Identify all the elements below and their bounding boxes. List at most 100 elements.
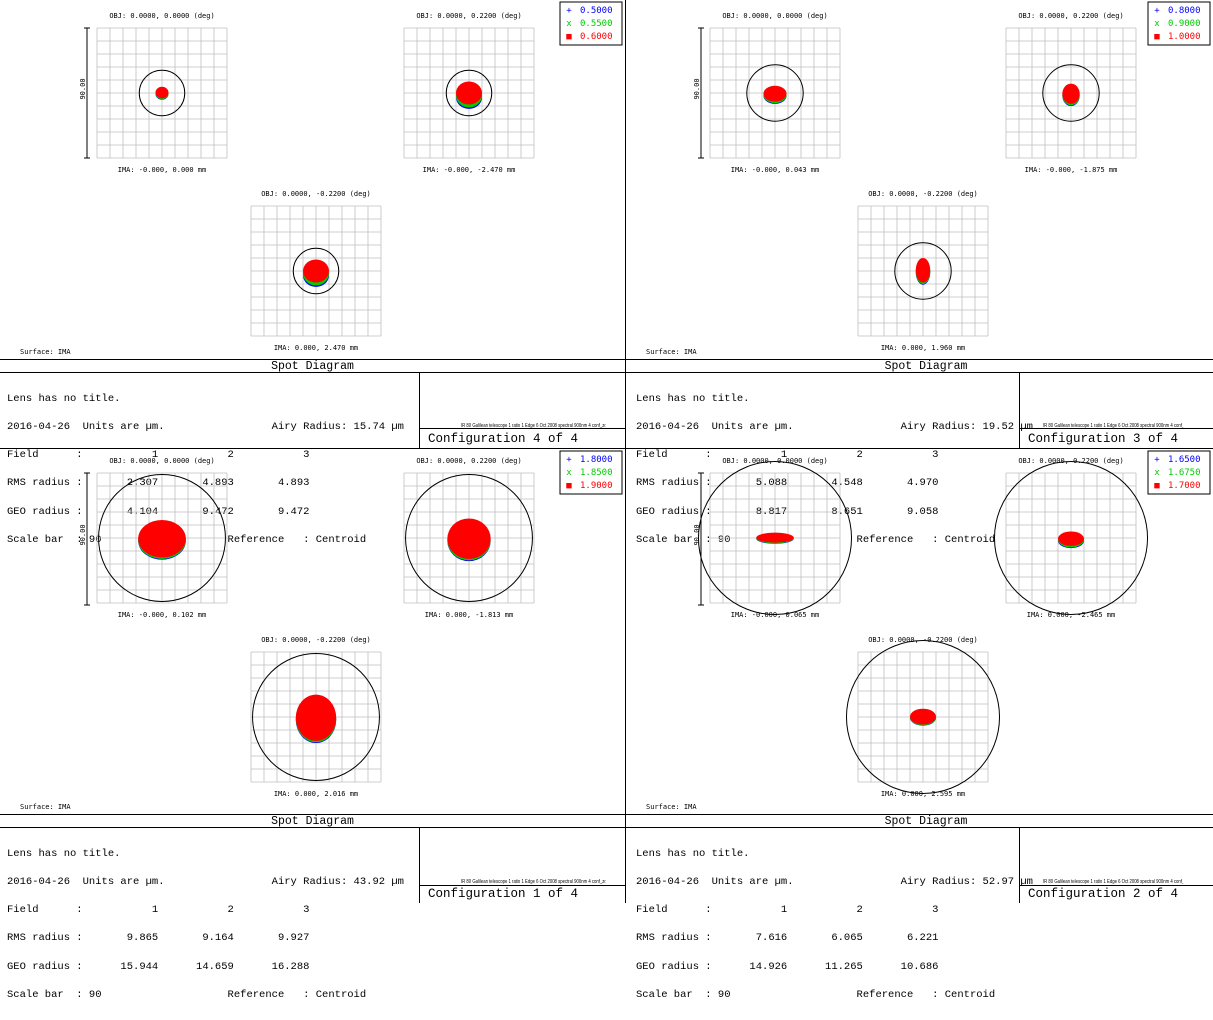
legend-box xyxy=(1147,450,1211,495)
info-box-divider xyxy=(419,428,625,429)
spot-diagram-plot: +1.8000 x 1.8500 ■ 1.9000 90.00 Surface: IMA OB… xyxy=(20,450,623,811)
info-line-field: Field : 1 2 3 xyxy=(636,449,939,462)
configuration-label: Configuration 2 of 4 xyxy=(1028,887,1179,901)
airy-circle xyxy=(746,64,804,122)
field-obj-label: OBJ: 0.0000, 0.0000 (deg) xyxy=(722,12,827,20)
spot-wavelength-3 xyxy=(456,81,482,105)
scale-bar-label: 90.00 xyxy=(693,78,701,99)
airy-circle xyxy=(993,460,1149,616)
field-ima-label: IMA: -0.000, 0.000 mm xyxy=(118,166,207,174)
info-line-units: 2016-04-26 Units are µm. Airy Radius: 15… xyxy=(7,421,404,434)
legend-label: 1.0000 xyxy=(1168,32,1201,42)
airy-circle xyxy=(697,460,853,616)
configuration-label: Configuration 1 of 4 xyxy=(428,887,579,901)
info-box-divider xyxy=(419,885,625,886)
vertical-divider xyxy=(625,0,626,903)
legend-box xyxy=(559,1,623,46)
title-separator xyxy=(626,814,1213,815)
airy-circle xyxy=(252,653,380,781)
legend-marker: + xyxy=(1154,455,1160,465)
info-line-geo: GEO radius : 15.944 14.659 16.288 xyxy=(7,960,310,973)
info-line-rms: RMS radius : 2.307 4.893 4.893 xyxy=(7,477,310,490)
field-obj-label: OBJ: 0.0000, 0.2200 (deg) xyxy=(1018,12,1123,20)
field-ima-label: IMA: 0.000, 2.470 mm xyxy=(274,344,358,352)
chart-title: Spot Diagram xyxy=(884,815,968,828)
field-obj-label: OBJ: 0.0000, -0.2200 (deg) xyxy=(868,190,978,198)
info-line-title: Lens has no title. xyxy=(636,847,750,860)
spot-wavelength-3 xyxy=(910,708,936,725)
surface-label: Surface: IMA xyxy=(646,348,697,356)
field-ima-label: IMA: 0.000, 1.960 mm xyxy=(881,344,965,352)
field-ima-label: IMA: 0.000, 2.016 mm xyxy=(274,790,358,798)
legend-label: 0.8000 xyxy=(1168,6,1201,16)
legend-marker: ■ xyxy=(1154,481,1160,491)
info-box-border xyxy=(419,827,420,903)
airy-circle xyxy=(1042,64,1100,122)
spot-wavelength-3 xyxy=(155,86,169,99)
title-separator xyxy=(0,359,625,360)
surface-label: Surface: IMA xyxy=(20,803,71,811)
chart-title: Spot Diagram xyxy=(884,360,968,373)
configuration-label: Configuration 4 of 4 xyxy=(428,432,579,446)
info-line-scale: Scale bar : 90 Reference : Centroid xyxy=(7,988,367,1001)
field-obj-label: OBJ: 0.0000, 0.0000 (deg) xyxy=(109,457,214,465)
field-ima-label: IMA: -0.000, -2.470 mm xyxy=(423,166,516,174)
info-line-scale: Scale bar : 90 Reference : Centroid xyxy=(636,533,996,546)
info-line-title: Lens has no title. xyxy=(636,392,750,405)
info-block: Lens has no title. 2016-04-26 Units are … xyxy=(636,376,1033,564)
airy-circle xyxy=(445,69,493,117)
file-note: IR 80 Galilean telescope 1 ratio 1 Edge … xyxy=(461,423,606,429)
horizontal-divider xyxy=(0,448,1213,449)
info-line-field: Field : 1 2 3 xyxy=(7,904,310,917)
airy-circle xyxy=(138,69,186,117)
spot-wavelength-3 xyxy=(756,532,794,543)
legend-label: 1.9000 xyxy=(580,481,613,491)
airy-circle xyxy=(845,639,1001,795)
scale-bar-label: 90.00 xyxy=(79,524,87,545)
spot-wavelength-3 xyxy=(447,518,491,559)
info-line-scale: Scale bar : 90 Reference : Centroid xyxy=(636,988,996,1001)
file-note: IR 80 Galilean telescope 1 ratio 1 Edge … xyxy=(461,879,606,885)
field-obj-label: OBJ: 0.0000, 0.2200 (deg) xyxy=(416,12,521,20)
info-line-field: Field : 1 2 3 xyxy=(7,449,310,462)
airy-circle xyxy=(894,242,952,300)
info-line-rms: RMS radius : 9.865 9.164 9.927 xyxy=(7,932,310,945)
spot-wavelength-3 xyxy=(138,519,186,558)
field-ima-label: IMA: -0.000, 0.102 mm xyxy=(118,611,207,619)
spot-diagram-panel: +0.5000 x 0.5500 ■ 0.6000 90.00 Surface: IMA OB… xyxy=(0,0,625,545)
file-note: IR 80 Galilean telescope 1 ratio 1 Edge … xyxy=(1043,423,1183,429)
legend-box xyxy=(1147,1,1211,46)
legend-marker: x xyxy=(566,468,572,478)
spot-diagram-plot: +0.5000 x 0.5500 ■ 0.6000 90.00 Surface: IMA OB… xyxy=(20,1,623,356)
spot-wavelength-3 xyxy=(763,85,787,102)
spot-wavelength-3 xyxy=(295,694,337,741)
field-ima-label: IMA: -0.000, -1.875 mm xyxy=(1025,166,1118,174)
legend-label: 1.8000 xyxy=(580,455,613,465)
spot-wavelength-3 xyxy=(303,259,329,283)
info-line-units: 2016-04-26 Units are µm. Airy Radius: 43… xyxy=(7,876,404,889)
info-box-divider xyxy=(1019,428,1213,429)
info-line-geo: GEO radius : 14.926 11.265 10.686 xyxy=(636,960,939,973)
legend-box xyxy=(559,450,623,495)
legend-marker: + xyxy=(566,455,572,465)
info-box-border xyxy=(1019,827,1020,903)
info-line-rms: RMS radius : 5.088 4.548 4.970 xyxy=(636,477,939,490)
spot-diagram-panel: +1.6500 x 1.6750 ■ 1.7000 90.00 Surface: IMA OB… xyxy=(626,449,1213,1000)
airy-circle xyxy=(98,474,226,602)
legend-marker: x xyxy=(566,19,572,29)
info-box-border xyxy=(419,372,420,448)
surface-label: Surface: IMA xyxy=(646,803,697,811)
legend-marker: + xyxy=(1154,6,1160,16)
legend-marker: ■ xyxy=(1154,32,1160,42)
legend-label: 1.8500 xyxy=(580,468,613,478)
field-obj-label: OBJ: 0.0000, 0.2200 (deg) xyxy=(416,457,521,465)
info-line-field: Field : 1 2 3 xyxy=(636,904,939,917)
title-separator xyxy=(0,814,625,815)
info-separator xyxy=(0,372,625,373)
configuration-label: Configuration 3 of 4 xyxy=(1028,432,1179,446)
info-box-border xyxy=(1019,372,1020,448)
info-line-title: Lens has no title. xyxy=(7,847,121,860)
info-separator xyxy=(626,827,1213,828)
legend-marker: x xyxy=(1154,19,1160,29)
